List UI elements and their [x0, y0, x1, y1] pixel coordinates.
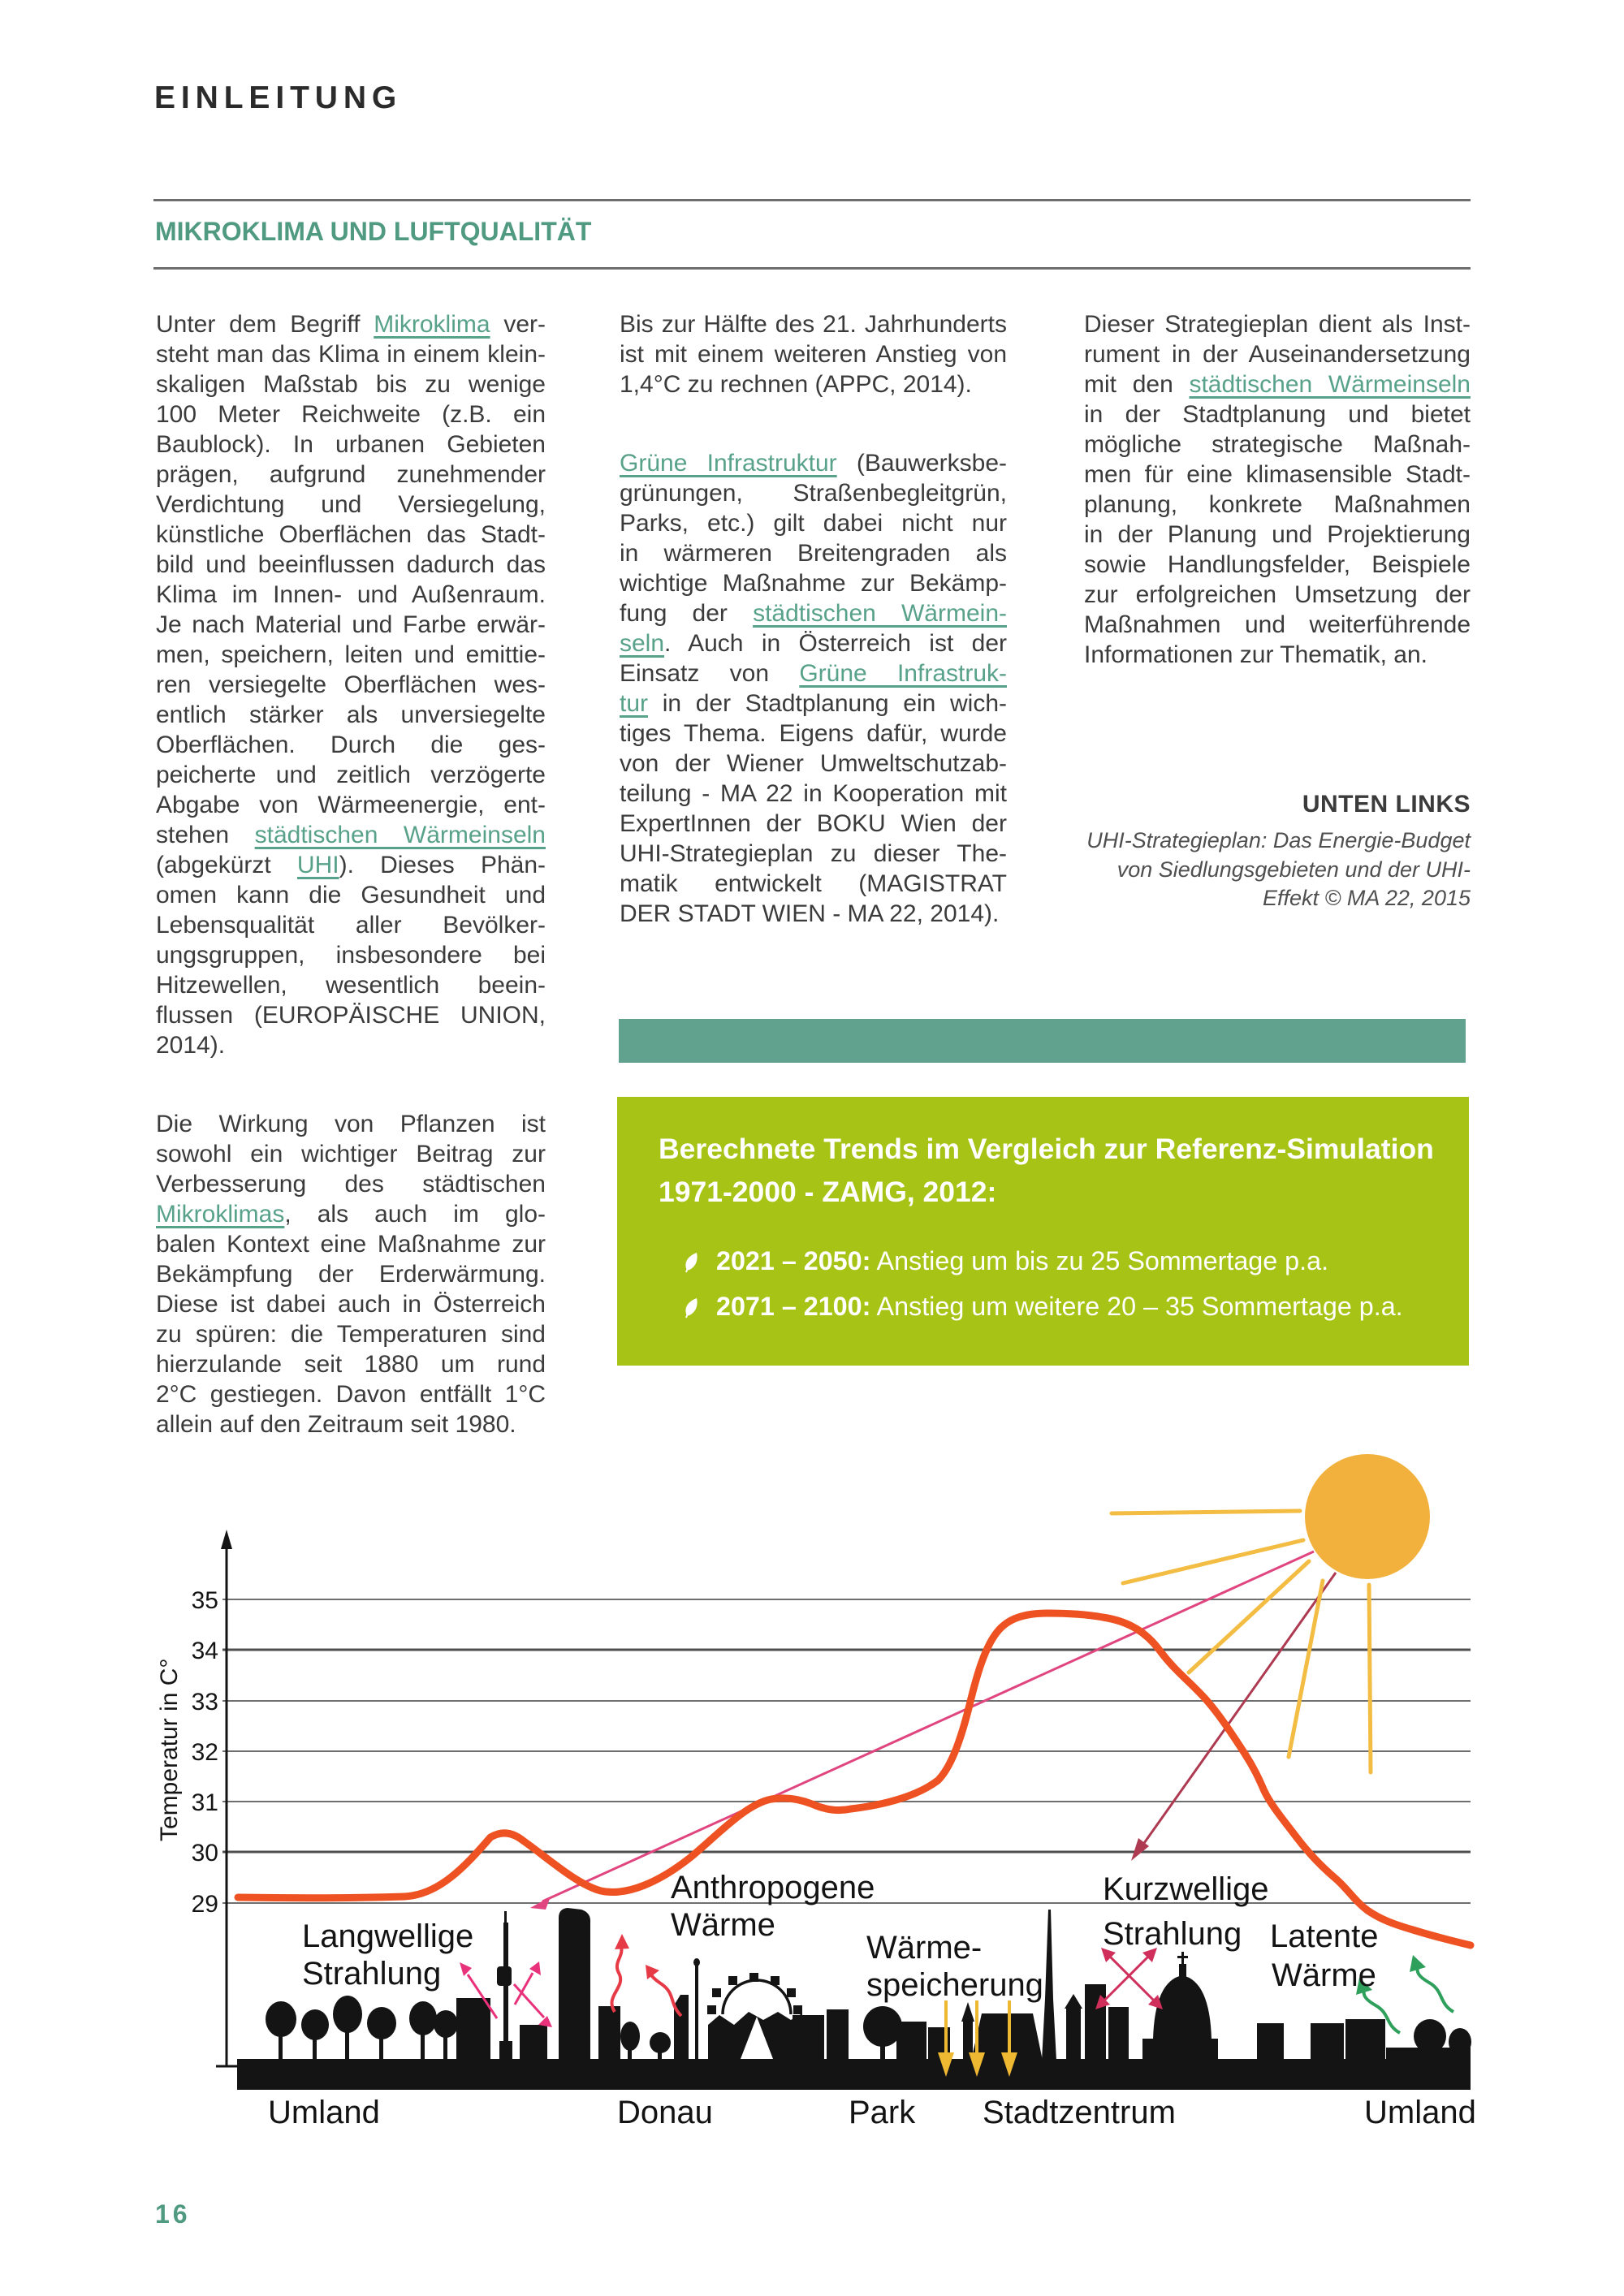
svg-text:Wärme: Wärme [1272, 1957, 1376, 1993]
svg-text:Umland: Umland [1364, 2095, 1476, 2130]
svg-text:30: 30 [192, 1840, 218, 1867]
svg-text:Latente: Latente [1270, 1918, 1378, 1954]
svg-text:Kurzwellige: Kurzwellige [1103, 1871, 1269, 1907]
svg-text:Strahlung: Strahlung [1103, 1916, 1242, 1952]
svg-text:Wärme: Wärme [671, 1907, 775, 1943]
svg-text:Umland: Umland [268, 2095, 380, 2130]
svg-text:33: 33 [192, 1689, 218, 1716]
svg-text:Wärme-: Wärme- [866, 1930, 982, 1966]
svg-text:Langwellige: Langwellige [302, 1918, 473, 1954]
svg-text:Temperatur in C°: Temperatur in C° [156, 1659, 183, 1841]
svg-text:Strahlung: Strahlung [302, 1956, 441, 1992]
svg-text:Stadtzentrum: Stadtzentrum [983, 2095, 1176, 2130]
svg-text:31: 31 [192, 1789, 218, 1816]
svg-text:29: 29 [192, 1891, 218, 1918]
svg-text:Anthropogene: Anthropogene [671, 1870, 875, 1905]
svg-text:Park: Park [849, 2095, 916, 2130]
svg-text:35: 35 [192, 1587, 218, 1614]
svg-text:Donau: Donau [617, 2095, 713, 2130]
svg-text:speicherung: speicherung [866, 1967, 1043, 2003]
svg-text:34: 34 [192, 1638, 218, 1664]
svg-text:32: 32 [192, 1739, 218, 1766]
